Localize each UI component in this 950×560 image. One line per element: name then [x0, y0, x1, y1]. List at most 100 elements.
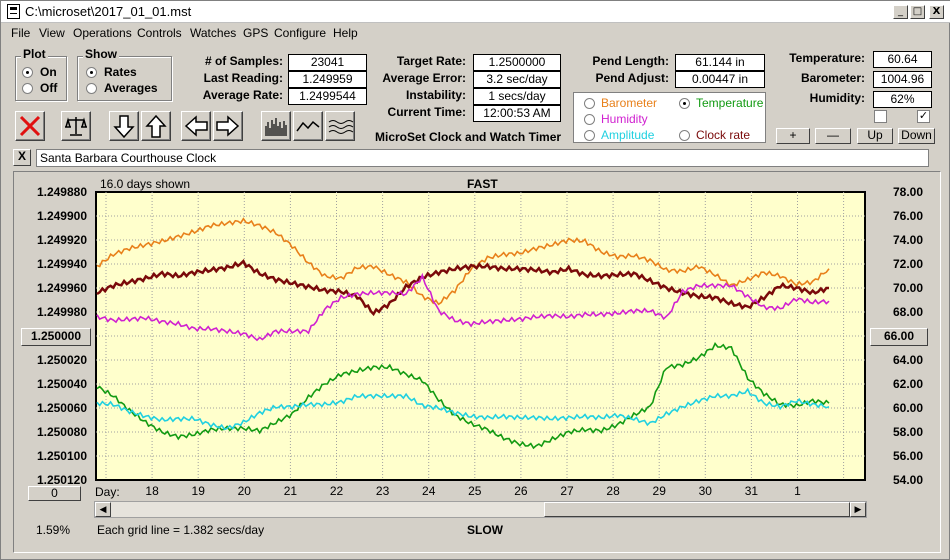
day-tick: 25 [468, 484, 482, 498]
right-axis-tick: 58.00 [893, 425, 923, 439]
scroll-right-button[interactable] [213, 111, 243, 141]
target-rate-value: 1.2500000 [473, 54, 561, 71]
sensor-amplitude-label[interactable]: Amplitude [601, 128, 655, 142]
grid-note: Each grid line = 1.382 secs/day [97, 523, 265, 537]
show-averages-label[interactable]: Averages [104, 81, 158, 95]
scroll-left-arrow-icon[interactable]: ◀ [95, 502, 111, 517]
wave-view-button[interactable] [325, 111, 355, 141]
bar-graph-icon [265, 118, 287, 136]
show-averages-radio[interactable] [86, 83, 97, 94]
scrollbar-thumb[interactable] [544, 502, 850, 517]
temperature-value: 60.64 [873, 51, 932, 68]
right-axis-tick: 76.00 [893, 209, 923, 223]
menu-gps[interactable]: GPS [243, 26, 269, 40]
plot-on-label[interactable]: On [40, 65, 57, 79]
left-axis-tick: 1.249960 [37, 281, 87, 295]
samples-label: # of Samples: [204, 54, 283, 68]
day-tick: 22 [330, 484, 344, 498]
down-button[interactable]: Down [898, 128, 935, 144]
pend-adjust-value: 0.00447 in [675, 71, 765, 88]
right-axis-tick: 54.00 [893, 473, 923, 487]
sensor-barometer-label[interactable]: Barometer [601, 96, 658, 110]
left-axis-tick: 1.250120 [37, 473, 87, 487]
sensor-humidity-radio[interactable] [584, 114, 595, 125]
menu-controls[interactable]: Controls [137, 26, 182, 40]
day-tick: 23 [376, 484, 390, 498]
left-axis-tick: 1.250020 [37, 353, 87, 367]
menu-file[interactable]: File [11, 26, 31, 40]
menu-help[interactable]: Help [333, 26, 358, 40]
samples-value: 23041 [288, 54, 367, 71]
menu-view[interactable]: View [39, 26, 65, 40]
series-barometer [96, 217, 830, 306]
app-name: MicroSet Clock and Watch Timer [375, 130, 562, 144]
window-title: C:\microset\2017_01_01.mst [25, 4, 192, 19]
minimize-button[interactable]: _ [893, 5, 908, 19]
app-icon[interactable] [7, 4, 20, 19]
current-time-label: Current Time: [387, 105, 466, 119]
clear-name-button[interactable]: X [13, 149, 31, 166]
line-view-button[interactable] [293, 111, 323, 141]
day-tick: 30 [699, 484, 713, 498]
clock-name-field[interactable]: Santa Barbara Courthouse Clock [36, 149, 929, 167]
day-tick: 1 [794, 484, 801, 498]
menu-watches[interactable]: Watches [190, 26, 237, 40]
menu-configure[interactable]: Configure [274, 26, 327, 40]
center-rate-button[interactable]: 1.250000 [21, 328, 91, 346]
average-rate-label: Average Rate: [202, 88, 283, 102]
sensor-amplitude-radio[interactable] [584, 130, 595, 141]
sensor-temperature-radio[interactable] [679, 98, 690, 109]
sensor-clockrate-label[interactable]: Clock rate [696, 128, 751, 142]
horizontal-scrollbar[interactable]: ◀ ▶ [94, 501, 867, 518]
plus-button[interactable]: + [776, 128, 810, 144]
right-checkbox[interactable]: ✓ [917, 110, 930, 123]
left-axis-tick: 1.249880 [37, 185, 87, 199]
sensor-humidity-label[interactable]: Humidity [601, 112, 648, 126]
show-rates-label[interactable]: Rates [104, 65, 137, 79]
minus-button[interactable]: — [815, 128, 851, 144]
balance-button[interactable] [61, 111, 91, 141]
humidity-label: Humidity: [809, 91, 865, 105]
last-reading-value: 1.249959 [288, 71, 367, 88]
offset-button[interactable]: 0 [28, 486, 81, 501]
right-axis-tick: 62.00 [893, 377, 923, 391]
series-clock-rate [96, 259, 829, 317]
sensor-temperature-label[interactable]: Temperature [696, 96, 764, 110]
arrow-up-icon [145, 114, 167, 138]
scale-up-button[interactable] [141, 111, 171, 141]
close-button[interactable]: X [929, 5, 944, 19]
scale-down-button[interactable] [109, 111, 139, 141]
temperature-label: Temperature: [789, 51, 865, 65]
right-axis-tick: 72.00 [893, 257, 923, 271]
day-tick: 29 [653, 484, 667, 498]
clear-data-button[interactable] [15, 111, 45, 141]
bars-view-button[interactable] [261, 111, 291, 141]
plot-on-radio[interactable] [22, 67, 33, 78]
show-rates-radio[interactable] [86, 67, 97, 78]
sensor-clockrate-radio[interactable] [679, 130, 690, 141]
left-checkbox[interactable] [874, 110, 887, 123]
title-bar[interactable]: C:\microset\2017_01_01.mst _ □ X [1, 1, 950, 23]
pend-length-label: Pend Length: [592, 54, 669, 68]
left-axis-tick: 1.250040 [37, 377, 87, 391]
left-axis-tick: 1.249900 [37, 209, 87, 223]
scroll-left-button[interactable] [181, 111, 211, 141]
left-axis-tick: 1.249940 [37, 257, 87, 271]
day-tick: 19 [192, 484, 206, 498]
right-axis-tick: 74.00 [893, 233, 923, 247]
maximize-button[interactable]: □ [910, 5, 925, 19]
plot-off-radio[interactable] [22, 83, 33, 94]
barometer-value: 1004.96 [873, 71, 932, 88]
up-button[interactable]: Up [857, 128, 893, 144]
left-axis-tick: 1.250100 [37, 449, 87, 463]
scroll-right-arrow-icon[interactable]: ▶ [850, 502, 866, 517]
menu-operations[interactable]: Operations [73, 26, 132, 40]
humidity-value: 62% [873, 91, 932, 108]
day-tick: 27 [560, 484, 574, 498]
plot-off-label[interactable]: Off [40, 81, 58, 95]
center-sensor-button[interactable]: 66.00 [870, 328, 928, 346]
average-error-label: Average Error: [382, 71, 466, 85]
day-tick: 24 [422, 484, 436, 498]
sensor-barometer-radio[interactable] [584, 98, 595, 109]
